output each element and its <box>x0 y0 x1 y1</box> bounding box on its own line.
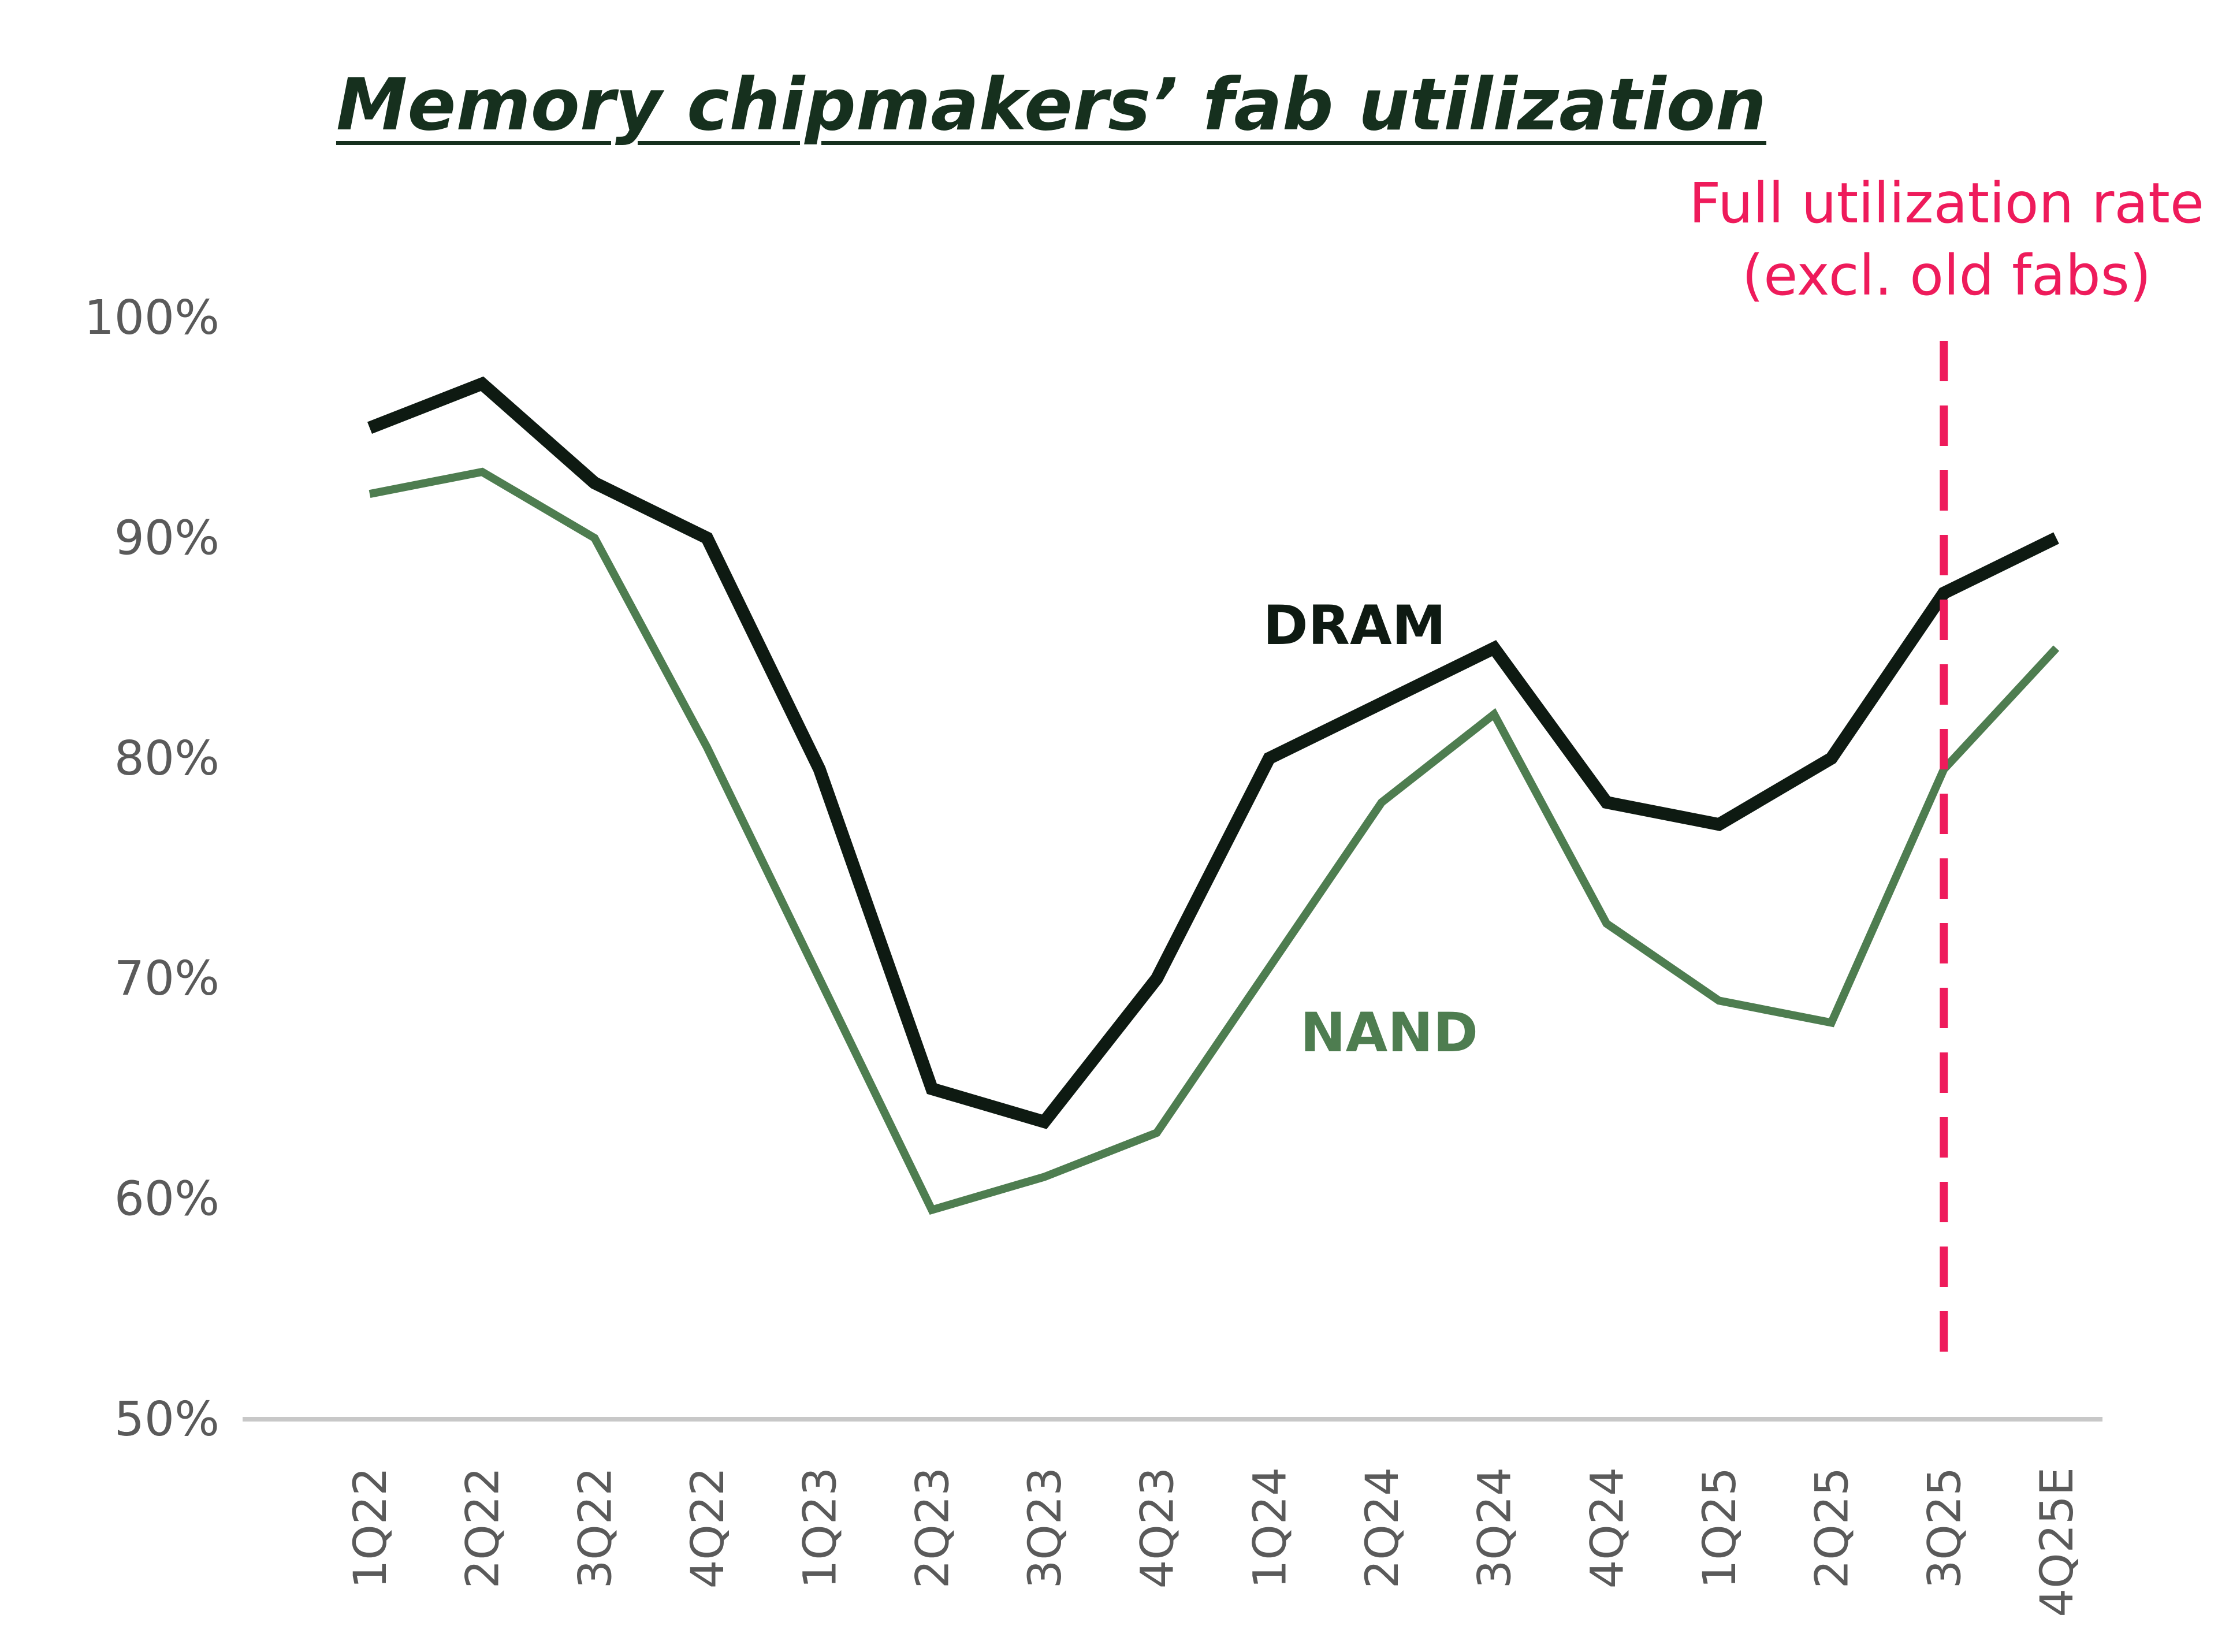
y-tick-label: 90% <box>114 511 219 565</box>
annotation-label-line: (excl. old fabs) <box>1742 243 2151 308</box>
x-tick-label: 3Q22 <box>570 1467 622 1588</box>
x-tick-label: 3Q23 <box>1019 1467 1071 1588</box>
series-label-dram: DRAM <box>1263 594 1446 657</box>
annotation-label-line: Full utilization rate <box>1689 171 2204 236</box>
x-tick-label: 3Q25 <box>1919 1467 1971 1588</box>
x-axis-labels: 1Q22 2Q22 3Q22 4Q22 1Q23 2Q23 3Q23 4Q23 1Q24 2Q24… <box>345 1467 2083 1617</box>
annotation-layer: Full utilization rate (excl. old fabs) <box>1689 171 2204 1375</box>
x-tick-label: 4Q25E <box>2031 1467 2083 1617</box>
series-line-dram <box>367 376 2059 1129</box>
y-tick-label: 60% <box>114 1172 219 1227</box>
series-label-nand: NAND <box>1300 1002 1478 1065</box>
x-tick-label: 2Q23 <box>907 1467 959 1588</box>
x-tick-label: 2Q25 <box>1807 1467 1859 1588</box>
x-tick-label: 2Q22 <box>457 1467 509 1588</box>
y-tick-label: 80% <box>114 731 219 786</box>
x-tick-label: 1Q24 <box>1244 1467 1296 1588</box>
y-tick-label: 100% <box>84 291 219 345</box>
x-tick-label: 1Q22 <box>345 1467 397 1588</box>
x-tick-label: 2Q24 <box>1357 1467 1409 1588</box>
series-line-nand <box>369 467 2060 1215</box>
x-tick-label: 4Q24 <box>1581 1467 1633 1588</box>
x-tick-label: 4Q23 <box>1132 1467 1184 1588</box>
x-tick-label: 3Q24 <box>1469 1467 1521 1588</box>
y-tick-label: 70% <box>114 951 219 1006</box>
x-tick-label: 1Q23 <box>795 1467 847 1588</box>
y-tick-label: 50% <box>114 1392 219 1447</box>
y-axis-labels: 100% 90% 80% 70% 60% 50% <box>84 291 219 1447</box>
series-layer: NAND DRAM <box>367 376 2060 1215</box>
x-tick-label: 1Q25 <box>1694 1467 1746 1588</box>
x-tick-label: 4Q22 <box>682 1467 734 1588</box>
chart-title: Memory chipmakers’ fab utilization <box>336 64 1767 147</box>
